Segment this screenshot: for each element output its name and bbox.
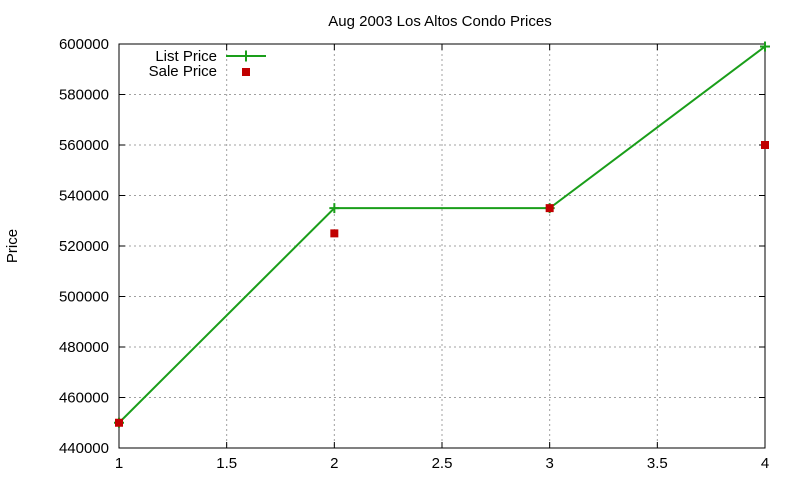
y-tick-label: 460000: [59, 390, 109, 407]
x-axis-tick-labels: 1 1.5 2 2.5 3 3.5 4: [115, 455, 769, 472]
list-price-point: [329, 203, 340, 214]
x-tick-label: 3: [545, 455, 553, 472]
y-tick-label: 520000: [59, 238, 109, 255]
series-sale-price: [115, 141, 769, 427]
legend-label-sale-price: Sale Price: [149, 63, 217, 80]
list-price-line: [118, 45, 766, 424]
y-axis-tick-labels: 440000 460000 480000 500000 520000 540000 5600…: [59, 36, 109, 457]
grid: [119, 44, 765, 448]
sale-price-point: [115, 418, 123, 427]
y-tick-label: 440000: [59, 440, 109, 457]
x-tick-label: 2: [330, 455, 338, 472]
x-tick-label: 3.5: [647, 455, 668, 472]
series: [114, 41, 770, 428]
y-tick-label: 600000: [59, 36, 109, 53]
y-tick-label: 560000: [59, 137, 109, 154]
sale-price-point: [330, 229, 339, 238]
y-tick-label: 540000: [59, 188, 109, 205]
legend: List Price Sale Price: [149, 48, 266, 80]
legend-label-list-price: List Price: [155, 48, 217, 65]
y-axis-label: Price: [4, 229, 21, 263]
legend-marker-list-price: [240, 50, 252, 62]
axis-ticks: [118, 43, 766, 449]
sale-price-point: [545, 204, 554, 213]
sale-price-point: [761, 141, 769, 149]
y-tick-label: 500000: [59, 289, 109, 306]
x-tick-label: 1: [115, 455, 123, 472]
list-price-point: [760, 41, 770, 52]
x-tick-label: 1.5: [216, 455, 237, 472]
y-tick-label: 580000: [59, 87, 109, 104]
x-tick-label: 4: [761, 455, 769, 472]
y-tick-label: 480000: [59, 339, 109, 356]
legend-marker-sale-price: [242, 68, 250, 76]
x-tick-label: 2.5: [432, 455, 453, 472]
chart-title: Aug 2003 Los Altos Condo Prices: [328, 13, 551, 30]
